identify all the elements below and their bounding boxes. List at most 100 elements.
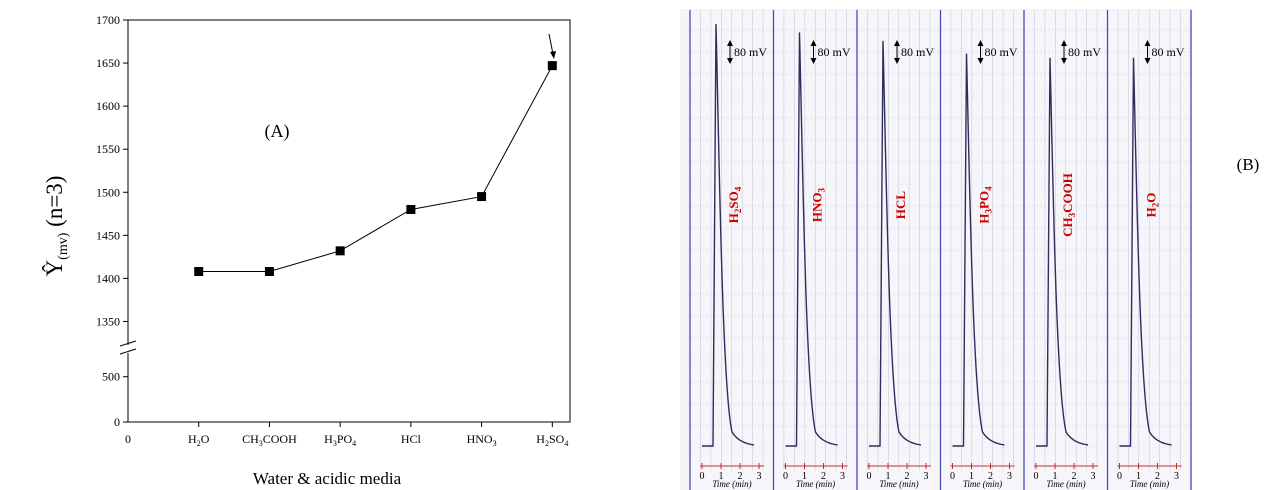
time-tick-label: 3: [840, 471, 845, 482]
y-tick-label: 1350: [96, 314, 120, 328]
signal-trace: [1036, 57, 1089, 447]
panel-b-label: (B): [1237, 155, 1260, 174]
y-axis-title: Ŷ(mv) (n=3): [42, 176, 71, 277]
time-tick-label: 1: [719, 471, 724, 482]
x-tick-label: HCl: [401, 432, 422, 446]
scale-arrows: [977, 40, 984, 64]
time-tick-label: 0: [1034, 471, 1039, 482]
y-tick-label: 1450: [96, 228, 120, 242]
signal-trace: [869, 40, 922, 447]
series-line: [198, 65, 553, 273]
scale-label: 80 mV: [818, 45, 851, 59]
panel-a-label: (A): [265, 121, 290, 142]
recorder-strip: 80 mV H2SO4 0 1 2 3 Time (min): [689, 10, 774, 490]
data-point: [335, 246, 345, 256]
time-axis-label: Time (min): [879, 479, 918, 489]
signal-trace: [1119, 57, 1172, 447]
time-tick-label: 2: [738, 471, 743, 482]
x-tick-label: CH3COOH: [242, 432, 297, 448]
species-label: CH3COOH: [1060, 173, 1077, 237]
time-tick-label: 2: [988, 471, 993, 482]
x-axis-ticks: H2O CH3COOH H3PO4 HCl HNO3 H2SO4: [188, 422, 568, 448]
time-tick-label: 0: [783, 471, 788, 482]
y-tick-label: 1550: [96, 142, 120, 156]
time-tick-label: 0: [1117, 471, 1122, 482]
scale-label: 80 mV: [901, 45, 934, 59]
y-tick-label: 1500: [96, 185, 120, 199]
time-axis-label: Time (min): [1130, 479, 1169, 489]
axis-break-gap: [122, 345, 134, 353]
y-tick-label: 1650: [96, 56, 120, 70]
x-tick-label: HNO3: [467, 432, 497, 448]
scale-arrows: [810, 40, 817, 64]
data-point: [547, 61, 557, 71]
recorder-strip: 80 mV CH3COOH 0 1 2 3 Time (min): [1023, 10, 1108, 490]
time-tick-label: 1: [802, 471, 807, 482]
panel-a-line-chart: 1350 1400 1450 1500 1550 1600 1650 1700 0 500 H2O…: [42, 13, 571, 488]
y-axis-ticks: 1350 1400 1450 1500 1550 1600 1650 1700 0 500: [96, 13, 128, 429]
time-tick-label: 0: [867, 471, 872, 482]
time-tick-label: 2: [1072, 471, 1077, 482]
signal-trace: [785, 32, 838, 447]
plot-frame: [127, 19, 571, 423]
x-tick-label: H2O: [188, 432, 210, 448]
time-tick-label: 1: [969, 471, 974, 482]
time-tick-label: 1: [1053, 471, 1058, 482]
time-axis-label: Time (min): [796, 479, 835, 489]
species-label: HCL: [893, 191, 908, 220]
time-tick-label: 3: [924, 471, 929, 482]
x-zero-tick-label: 0: [125, 432, 131, 446]
axis-break-mark-top: [119, 340, 137, 347]
scale-arrows: [1144, 40, 1151, 64]
scale-arrows: [894, 40, 900, 64]
scale-arrows: [727, 40, 733, 64]
time-tick-label: 2: [905, 471, 910, 482]
scale-label: 80 mV: [734, 45, 767, 59]
time-tick-label: 3: [757, 471, 762, 482]
scale-label: 80 mV: [1068, 45, 1101, 59]
data-point: [194, 267, 204, 277]
highlight-arrow: [548, 33, 556, 59]
time-tick-label: 1: [886, 471, 891, 482]
axis-break-mark-bottom: [119, 348, 137, 355]
series-points: [194, 61, 557, 277]
signal-trace: [952, 53, 1005, 447]
y-tick-label: 0: [114, 415, 120, 429]
time-axis-label: Time (min): [712, 479, 751, 489]
y-tick-label: 1600: [96, 99, 120, 113]
species-label: HNO3: [810, 187, 827, 222]
time-axis-label: Time (min): [1046, 479, 1085, 489]
signal-trace: [702, 23, 755, 447]
recorder-strip: 80 mV H3PO4 0 1 2 3 Time (min): [939, 10, 1024, 490]
scale-label: 80 mV: [1152, 45, 1185, 59]
x-axis-title: Water & acidic media: [253, 469, 402, 488]
time-tick-label: 2: [1155, 471, 1160, 482]
x-tick-label: H3PO4: [324, 432, 356, 448]
y-tick-label: 500: [102, 370, 120, 384]
y-tick-label: 1700: [96, 13, 120, 27]
time-tick-label: 0: [950, 471, 955, 482]
time-axis-label: Time (min): [963, 479, 1002, 489]
data-point: [264, 267, 274, 277]
recorder-strip: 80 mV H2O 0 1 2 3 Time (min): [1106, 10, 1192, 490]
data-point: [477, 192, 487, 202]
time-tick-label: 3: [1091, 471, 1096, 482]
time-tick-label: 3: [1007, 471, 1012, 482]
recorder-strips: 80 mV H2SO4 0 1 2 3 Time (min) 80 mV HNO3 0 1 2 3 Tim…: [689, 10, 1192, 490]
species-label: H2SO4: [726, 186, 743, 223]
y-tick-label: 1400: [96, 271, 120, 285]
time-tick-label: 2: [821, 471, 826, 482]
species-label: H2O: [1144, 193, 1161, 218]
scale-label: 80 mV: [985, 45, 1018, 59]
time-tick-label: 3: [1174, 471, 1179, 482]
recorder-strip: 80 mV HNO3 0 1 2 3 Time (min): [772, 10, 857, 490]
time-tick-label: 1: [1136, 471, 1141, 482]
x-tick-label: H2SO4: [536, 432, 568, 448]
time-tick-label: 0: [700, 471, 705, 482]
scale-arrows: [1061, 40, 1067, 64]
panel-b-recorder-traces: 80 mV H2SO4 0 1 2 3 Time (min) 80 mV HNO3 0 1 2 3 Tim…: [680, 9, 1259, 490]
species-label: H3PO4: [977, 186, 994, 224]
recorder-strip: 80 mV HCL 0 1 2 3 Time (min): [856, 10, 941, 490]
data-point: [406, 204, 416, 214]
